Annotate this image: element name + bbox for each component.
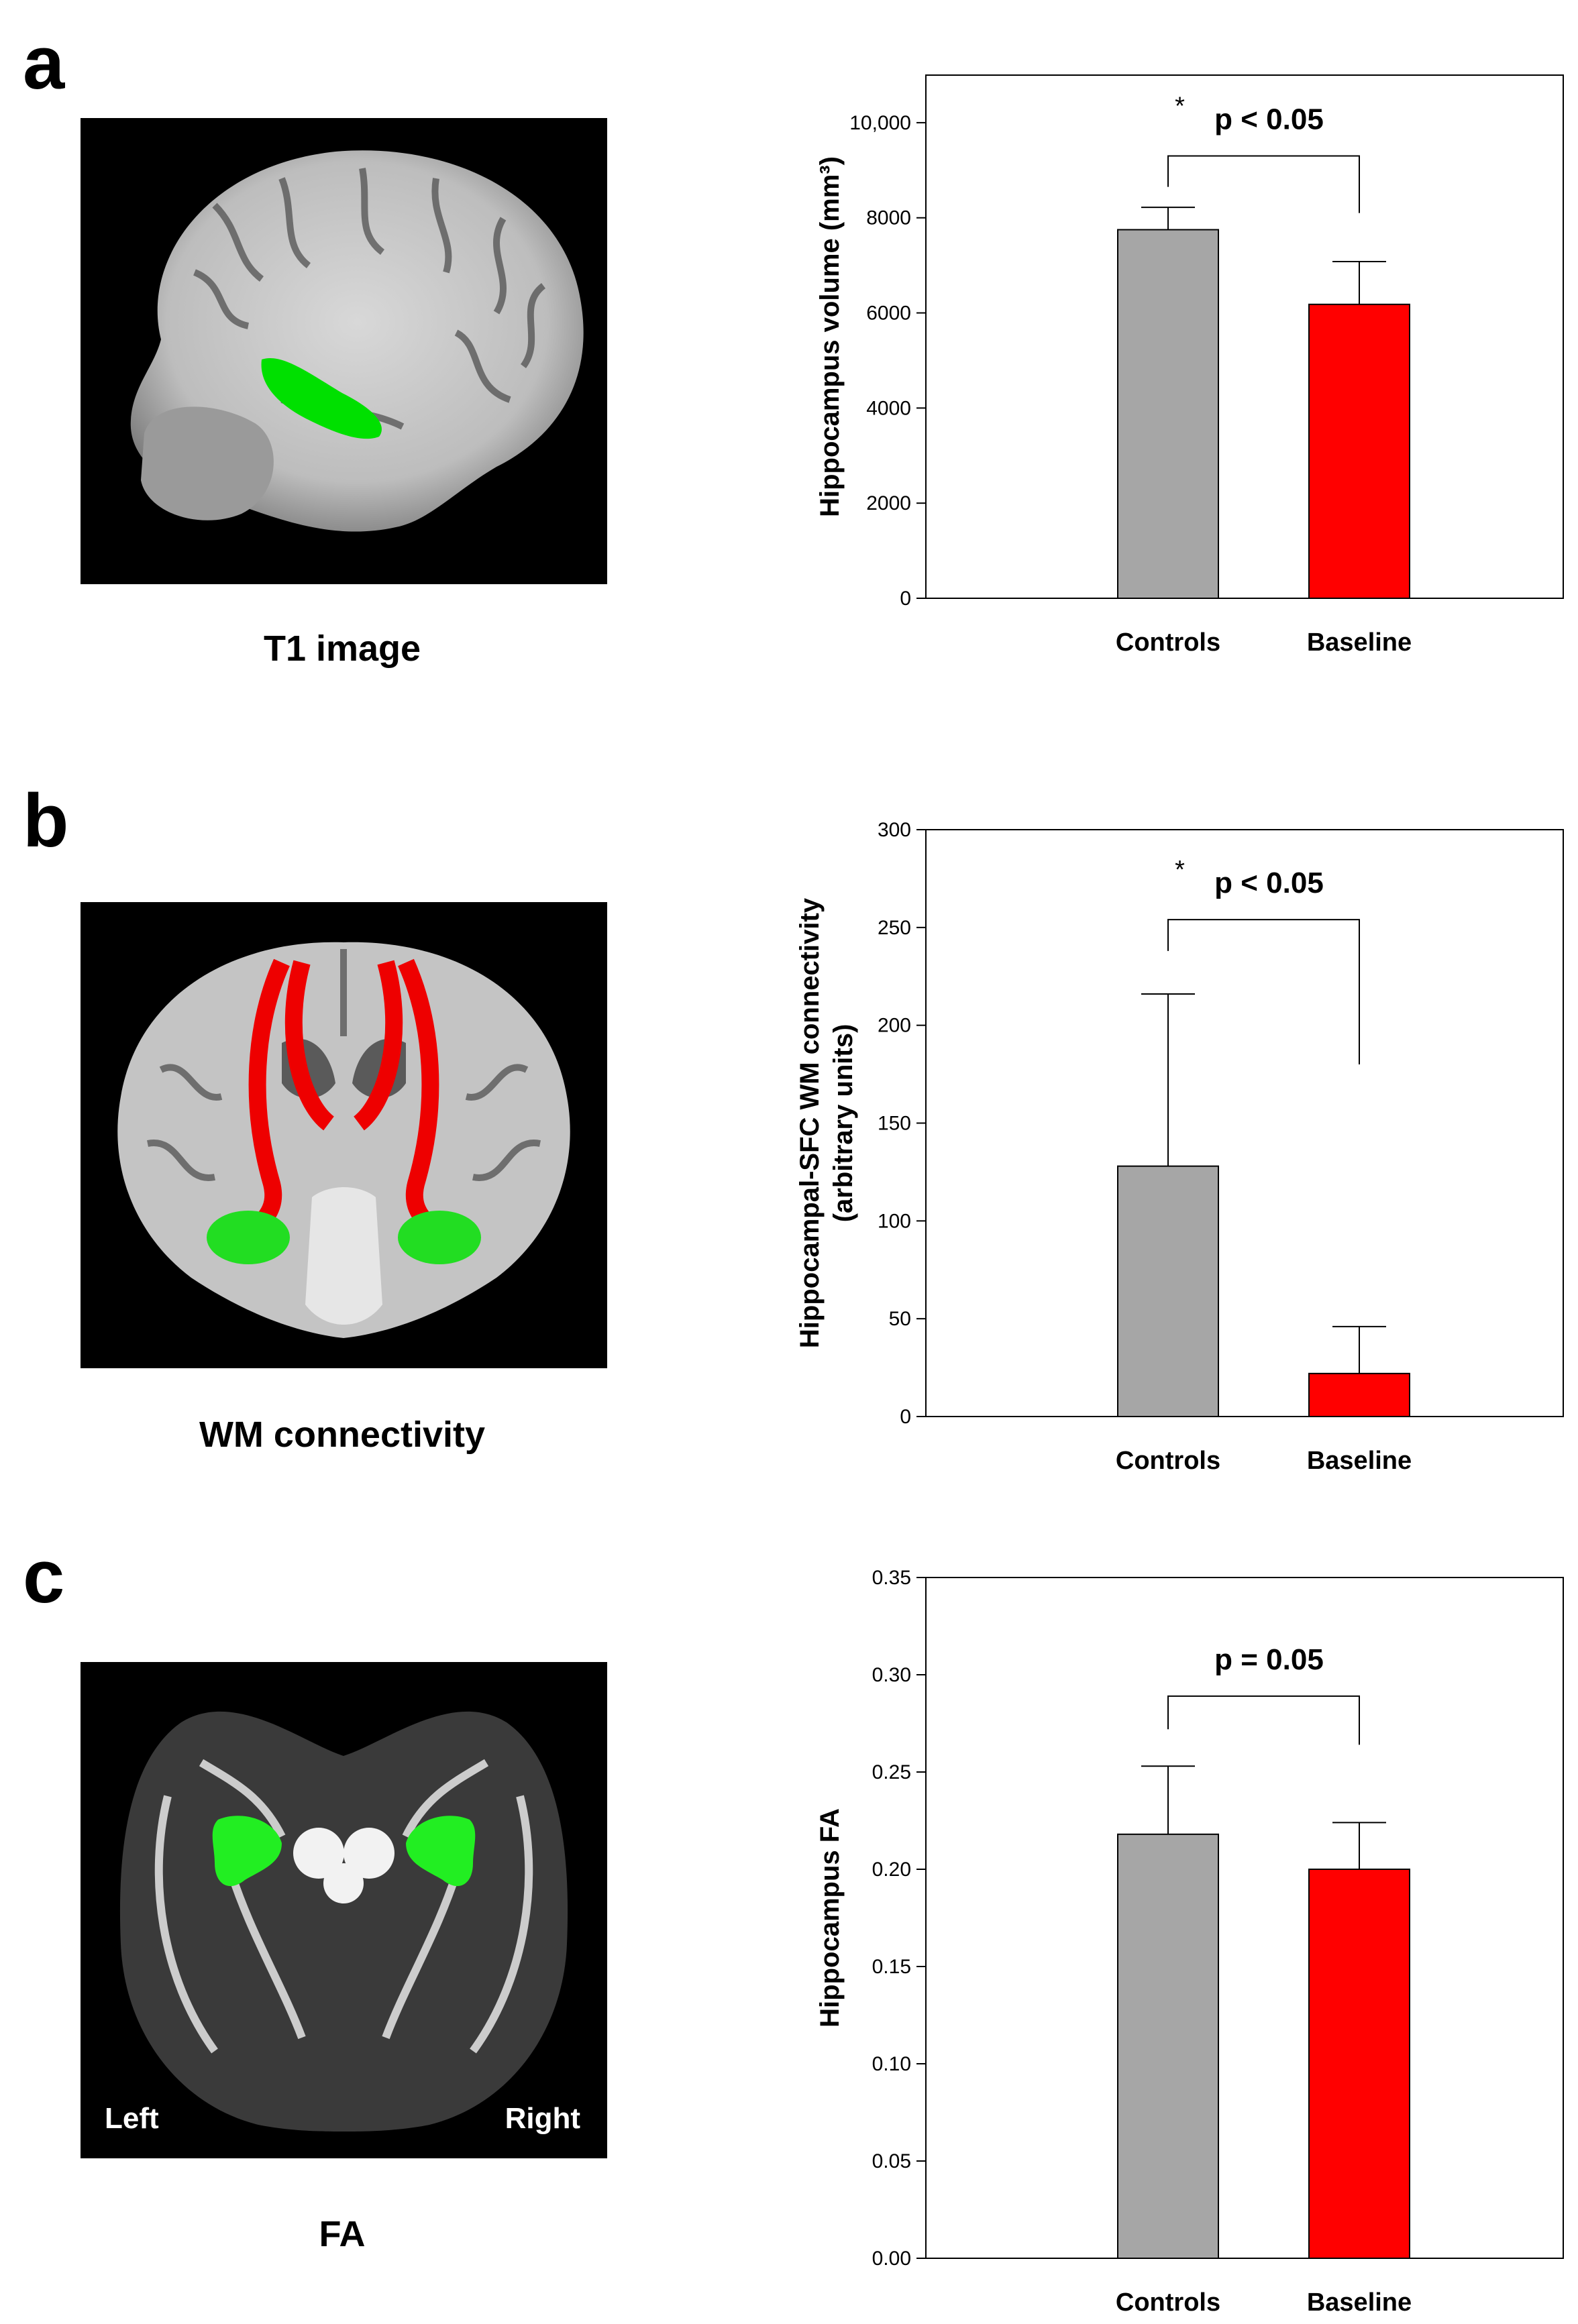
y-axis-title: Hippocampus FA bbox=[815, 1808, 845, 2028]
significance-bracket bbox=[1167, 155, 1360, 213]
coronal-wm-connectivity-image bbox=[81, 902, 607, 1368]
left-orientation-label: Left bbox=[105, 2102, 159, 2135]
chart-hippocampus-fa: 0.00 0.05 0.10 0.15 0.20 0.25 0.30 0.35 Hippocam… bbox=[738, 1563, 1577, 2317]
significance-bracket bbox=[1167, 919, 1360, 1064]
significance-star: * bbox=[1175, 856, 1185, 884]
category-label: Controls bbox=[1116, 2288, 1220, 2317]
y-tick-label: 200 bbox=[878, 1015, 911, 1037]
y-tick-label: 0 bbox=[900, 588, 911, 610]
y-tick-label: 50 bbox=[889, 1308, 911, 1330]
y-tick-label: 4000 bbox=[866, 397, 911, 419]
category-label: Baseline bbox=[1307, 2288, 1412, 2317]
panel-label-a: a bbox=[23, 21, 65, 105]
category-label: Baseline bbox=[1307, 628, 1412, 657]
y-tick-label: 6000 bbox=[866, 302, 911, 325]
y-tick-label: 0.30 bbox=[872, 1664, 911, 1686]
plot-frame bbox=[925, 1577, 1564, 2259]
plot-frame bbox=[925, 74, 1564, 599]
y-tick-label: 0.25 bbox=[872, 1761, 911, 1783]
y-tick-label: 250 bbox=[878, 917, 911, 939]
y-tick-label: 0 bbox=[900, 1406, 911, 1428]
p-value-label: p = 0.05 bbox=[1214, 1643, 1324, 1676]
p-value-label: p < 0.05 bbox=[1214, 103, 1324, 136]
y-tick-label: 10,000 bbox=[849, 112, 911, 134]
y-tick-label: 150 bbox=[878, 1113, 911, 1135]
bar-baseline bbox=[1308, 1869, 1410, 2259]
y-tick-label: 100 bbox=[878, 1210, 911, 1232]
y-tick-label: 8000 bbox=[866, 207, 911, 229]
y-tick-label: 0.10 bbox=[872, 2053, 911, 2075]
chart-wm-connectivity: 0 50 100 150 200 250 300 Hippocampal-SFC WM con… bbox=[738, 815, 1577, 1526]
t1-mri-image bbox=[81, 118, 607, 584]
category-label: Baseline bbox=[1307, 1447, 1412, 1475]
bar-controls bbox=[1117, 1165, 1219, 1418]
bar-baseline bbox=[1308, 1372, 1410, 1417]
y-tick-label: 0.05 bbox=[872, 2150, 911, 2172]
y-tick-label: 0.35 bbox=[872, 1567, 911, 1589]
y-axis-subtitle: (arbitrary units) bbox=[829, 1024, 858, 1223]
y-tick-label: 2000 bbox=[866, 492, 911, 514]
category-label: Controls bbox=[1116, 1447, 1220, 1475]
y-axis-title: Hippocampus volume (mm³) bbox=[815, 156, 845, 517]
t1-image-caption: T1 image bbox=[263, 628, 421, 669]
y-tick-label: 0.20 bbox=[872, 1859, 911, 1881]
chart-svg: 0.00 0.05 0.10 0.15 0.20 0.25 0.30 0.35 Hippocam… bbox=[815, 1567, 1564, 2317]
y-tick-label: 0.00 bbox=[872, 2248, 911, 2270]
wm-connectivity-caption: WM connectivity bbox=[199, 1415, 486, 1455]
chart-svg: 0 50 100 150 200 250 300 Hippocampal-SFC WM con… bbox=[795, 819, 1564, 1475]
panel-label-c: c bbox=[23, 1535, 65, 1618]
p-value-label: p < 0.05 bbox=[1214, 867, 1324, 899]
bar-baseline bbox=[1308, 303, 1410, 599]
bar-controls bbox=[1117, 1833, 1219, 2259]
significance-bracket bbox=[1167, 1695, 1360, 1745]
y-tick-label: 0.15 bbox=[872, 1956, 911, 1978]
bar-controls bbox=[1117, 229, 1219, 600]
category-label: Controls bbox=[1116, 628, 1220, 657]
chart-hippocampus-volume: 0 2000 4000 6000 8000 10,000 Hippocampus volum… bbox=[738, 60, 1577, 771]
axial-fa-image: Left Right bbox=[81, 1662, 607, 2158]
y-axis-title: Hippocampal-SFC WM connectivity bbox=[795, 897, 825, 1348]
significance-star: * bbox=[1175, 93, 1185, 121]
right-orientation-label: Right bbox=[505, 2102, 580, 2135]
y-tick-label: 300 bbox=[878, 819, 911, 841]
panel-label-b: b bbox=[23, 779, 69, 863]
fa-caption: FA bbox=[319, 2214, 366, 2254]
plot-frame bbox=[925, 829, 1564, 1417]
